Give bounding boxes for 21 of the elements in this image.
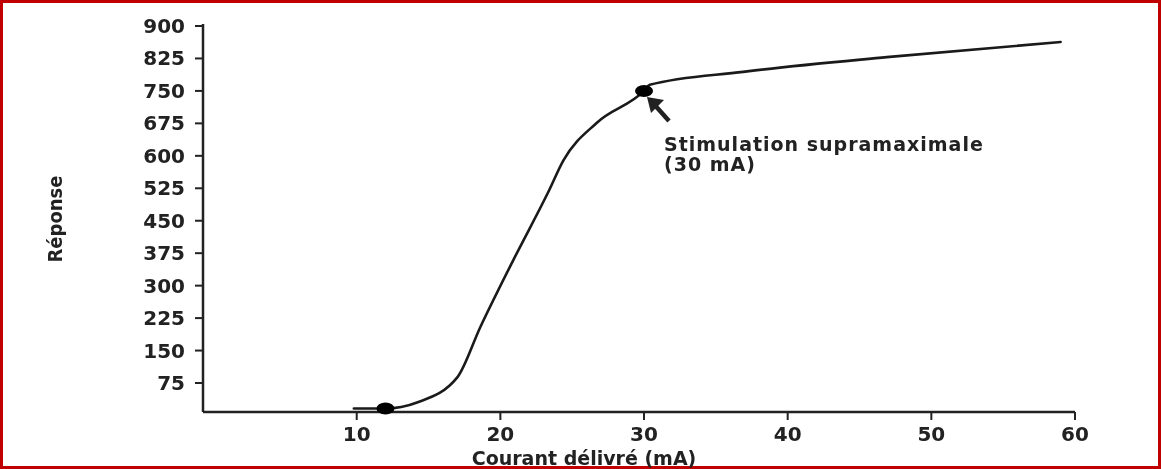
x-tick-label: 10 bbox=[342, 422, 371, 446]
y-tick-label: 900 bbox=[143, 14, 185, 38]
y-tick-label: 750 bbox=[143, 78, 185, 103]
x-tick-label: 50 bbox=[917, 422, 946, 446]
y-tick-label: 525 bbox=[143, 176, 185, 201]
y-axis-title: Réponse bbox=[43, 175, 67, 263]
y-tick-label: 375 bbox=[143, 241, 185, 266]
y-tick-label: 300 bbox=[143, 273, 185, 298]
y-tick-label: 225 bbox=[143, 306, 185, 331]
y-tick-label: 825 bbox=[143, 46, 185, 71]
annotation: Stimulation supramaximale (30 mA) bbox=[664, 132, 984, 175]
y-tick-label: 450 bbox=[143, 208, 185, 233]
x-tick-label: 30 bbox=[630, 422, 658, 446]
x-axis-title: Courant délivré (mA) bbox=[471, 447, 697, 469]
y-tick-label: 150 bbox=[143, 338, 185, 363]
y-tick-label: 675 bbox=[143, 111, 185, 136]
x-tick-label: 60 bbox=[1061, 422, 1089, 446]
x-tick-label: 40 bbox=[773, 422, 802, 446]
y-tick-label: 75 bbox=[157, 371, 185, 396]
y-tick-label: 600 bbox=[143, 143, 185, 168]
x-tick-label: 20 bbox=[486, 422, 515, 446]
